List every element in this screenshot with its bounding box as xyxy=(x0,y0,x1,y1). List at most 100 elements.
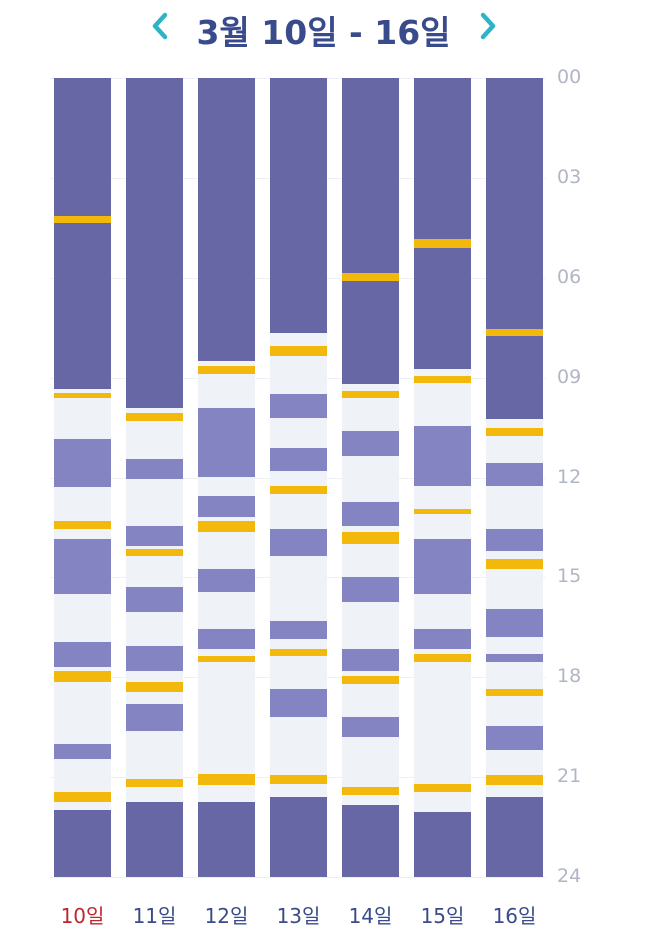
light-sleep-segment xyxy=(126,459,183,480)
hour-label: 03 xyxy=(557,165,582,188)
light-sleep-segment xyxy=(414,425,471,486)
light-sleep-segment xyxy=(414,628,471,649)
light-sleep-segment xyxy=(486,462,543,486)
light-sleep-segment xyxy=(342,648,399,671)
deep-sleep-segment xyxy=(54,810,111,877)
event-marker xyxy=(486,329,543,336)
event-marker xyxy=(126,778,183,788)
light-sleep-segment xyxy=(270,394,327,418)
light-sleep-segment xyxy=(198,495,255,518)
deep-sleep-segment xyxy=(270,797,327,877)
day-label[interactable]: 15일 xyxy=(420,904,465,928)
event-marker xyxy=(342,675,399,684)
deep-sleep-segment xyxy=(126,802,183,877)
deep-sleep-segment xyxy=(486,78,543,420)
deep-sleep-segment xyxy=(342,805,399,877)
gridline xyxy=(50,877,546,878)
event-marker xyxy=(54,670,111,683)
hour-label: 00 xyxy=(557,66,582,88)
event-marker xyxy=(486,775,543,786)
header: 3월 10일 - 16일 xyxy=(0,0,647,56)
light-sleep-segment xyxy=(270,529,327,556)
light-sleep-segment xyxy=(54,439,111,488)
event-marker xyxy=(486,559,543,570)
event-marker xyxy=(342,532,399,545)
chevron-left-icon xyxy=(152,12,168,40)
light-sleep-segment xyxy=(54,539,111,594)
event-marker xyxy=(414,509,471,515)
hour-label: 09 xyxy=(557,365,582,388)
event-marker xyxy=(198,655,255,663)
light-sleep-segment xyxy=(126,703,183,731)
hour-label: 15 xyxy=(557,565,582,588)
light-sleep-segment xyxy=(270,688,327,718)
event-marker xyxy=(270,345,327,356)
hour-label: 18 xyxy=(557,665,582,688)
day-column[interactable] xyxy=(414,78,471,877)
event-marker xyxy=(126,682,183,693)
light-sleep-segment xyxy=(486,725,543,751)
day-column[interactable] xyxy=(342,78,399,877)
light-sleep-segment xyxy=(198,628,255,649)
event-marker xyxy=(270,485,327,495)
deep-sleep-segment xyxy=(414,78,471,370)
event-marker xyxy=(414,239,471,248)
prev-week-button[interactable] xyxy=(142,4,178,48)
light-sleep-segment xyxy=(270,620,327,639)
day-label[interactable]: 16일 xyxy=(492,904,537,928)
light-sleep-segment xyxy=(342,502,399,526)
light-sleep-segment xyxy=(198,569,255,593)
day-label[interactable]: 10일 xyxy=(60,904,105,928)
day-label[interactable]: 13일 xyxy=(276,904,321,928)
light-sleep-segment xyxy=(486,609,543,638)
light-sleep-segment xyxy=(342,717,399,738)
event-marker xyxy=(126,412,183,421)
event-marker xyxy=(414,783,471,793)
day-column[interactable] xyxy=(126,78,183,877)
deep-sleep-segment xyxy=(54,78,111,390)
deep-sleep-segment xyxy=(198,802,255,877)
event-marker xyxy=(342,390,399,399)
deep-sleep-segment xyxy=(198,78,255,361)
event-marker xyxy=(126,549,183,556)
event-marker xyxy=(54,392,111,399)
day-label[interactable]: 11일 xyxy=(132,904,177,928)
light-sleep-segment xyxy=(486,529,543,551)
day-column[interactable] xyxy=(54,78,111,877)
hour-label: 06 xyxy=(557,265,582,288)
light-sleep-segment xyxy=(126,645,183,671)
deep-sleep-segment xyxy=(486,797,543,877)
event-marker xyxy=(198,520,255,533)
event-marker xyxy=(342,787,399,796)
light-sleep-segment xyxy=(126,587,183,613)
light-sleep-segment xyxy=(54,642,111,668)
deep-sleep-segment xyxy=(270,78,327,333)
hour-label: 21 xyxy=(557,765,582,788)
day-column[interactable] xyxy=(198,78,255,877)
week-range-title: 3월 10일 - 16일 xyxy=(196,13,451,52)
event-marker xyxy=(342,272,399,282)
event-marker xyxy=(198,365,255,375)
event-marker xyxy=(414,653,471,663)
event-marker xyxy=(54,520,111,530)
deep-sleep-segment xyxy=(342,78,399,385)
light-sleep-segment xyxy=(342,430,399,456)
event-marker xyxy=(414,375,471,383)
event-marker xyxy=(198,773,255,786)
next-week-button[interactable] xyxy=(470,4,506,48)
deep-sleep-segment xyxy=(126,78,183,408)
event-marker xyxy=(54,216,111,223)
light-sleep-segment xyxy=(486,653,543,663)
light-sleep-segment xyxy=(198,407,255,478)
day-column[interactable] xyxy=(486,78,543,877)
event-marker xyxy=(486,427,543,436)
day-label[interactable]: 14일 xyxy=(348,904,393,928)
day-column[interactable] xyxy=(270,78,327,877)
hour-label: 24 xyxy=(557,865,582,887)
day-label[interactable]: 12일 xyxy=(204,904,249,928)
chevron-right-icon xyxy=(480,12,496,40)
event-marker xyxy=(270,648,327,656)
light-sleep-segment xyxy=(126,525,183,546)
light-sleep-segment xyxy=(342,577,399,603)
